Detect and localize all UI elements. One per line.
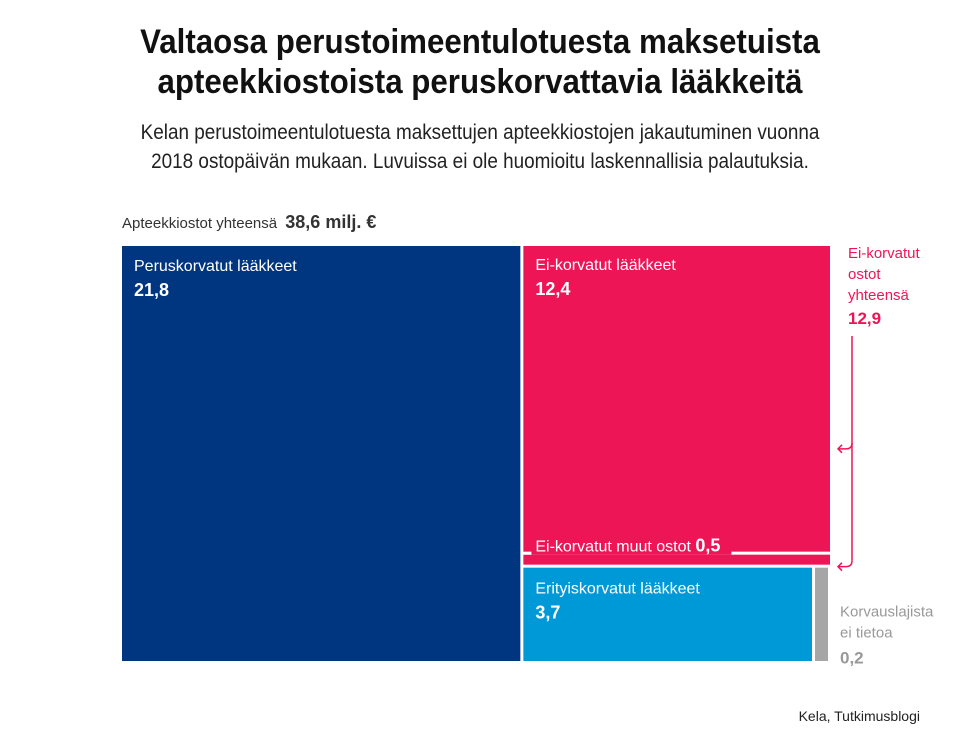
group-arrow-bottom [838,560,853,568]
subtitle-line-1: Kelan perustoimeentulotuesta maksettujen… [140,121,820,144]
label-peruskorvatut-l-kkeet: Peruskorvatut lääkkeet [134,258,297,275]
group-arrow-top [838,442,853,450]
group-value: 12,9 [848,309,881,328]
segment-ei-korvatut-l-kkeet [523,246,830,552]
title-line-2: apteekkiostoista peruskorvattavia lääkke… [157,63,803,101]
label-ei-korvatut-muut-ostot: Ei-korvatut muut ostot 0,5 [535,536,720,556]
label-erityiskorvatut-l-kkeet: Erityiskorvatut lääkkeet [535,581,700,598]
subtitle-line-2: 2018 ostopäivän mukaan. Luvuissa ei ole … [151,150,809,173]
group-label-line-1: Ei-korvatut [848,245,921,262]
total-value: 38,6 milj. € [285,212,377,232]
chart-title: Valtaosa perustoimeentulotuesta maksetui… [38,22,921,102]
total-caption: Apteekkiostot yhteensä 38,6 milj. € [122,212,376,233]
value-korvauslajista-ei-tietoa: 0,2 [840,649,864,668]
segment-korvauslajista-ei-tietoa [815,567,828,661]
chart-subtitle: Kelan perustoimeentulotuesta maksettujen… [48,118,912,176]
segment-erityiskorvatut-l-kkeet [523,567,812,661]
value-erityiskorvatut-l-kkeet: 3,7 [535,603,560,623]
value-peruskorvatut-l-kkeet: 21,8 [134,280,169,300]
group-label-line-2: ostot [848,266,881,283]
total-label: Apteekkiostot yhteensä [122,215,278,232]
source-credit: Kela, Tutkimusblogi [798,708,920,724]
group-arrowhead-top [836,444,843,454]
group-arrowhead-bottom [836,562,843,572]
value-ei-korvatut-l-kkeet: 12,4 [535,279,570,299]
label-korvauslajista-ei-tietoa-line-1: Korvauslajista [840,604,934,621]
group-label-line-3: yhteensä [848,287,910,304]
segment-peruskorvatut-l-kkeet [122,246,521,661]
value-ei-korvatut-muut-ostot: 0,5 [695,536,720,556]
label-korvauslajista-ei-tietoa-line-2: ei tietoa [840,625,893,642]
strip-label-background [531,536,732,555]
segment-ei-korvatut-muut-ostot [523,554,830,565]
title-line-1: Valtaosa perustoimeentulotuesta maksetui… [140,23,820,61]
label-ei-korvatut-l-kkeet: Ei-korvatut lääkkeet [535,257,676,274]
